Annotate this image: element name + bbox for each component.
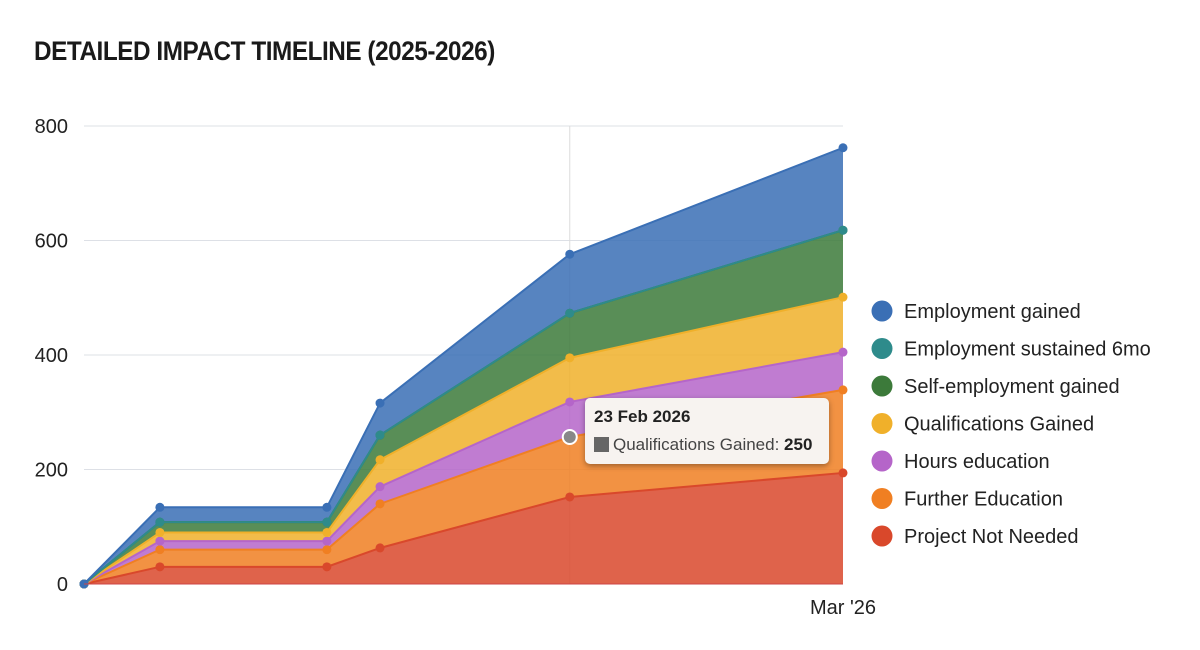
point-hours-education [155, 536, 165, 546]
legend-item: Employment sustained 6mo [871, 338, 1151, 361]
legend-label: Employment sustained 6mo [904, 339, 1151, 361]
line-qualifications-gained [83, 296, 844, 585]
y-tick-label: 800 [35, 116, 68, 138]
point-hours-education [322, 536, 332, 546]
point-qualifications-gained [155, 527, 165, 537]
x-tick-label: Mar '26 [810, 597, 876, 619]
legend-swatch [871, 300, 893, 322]
legend-item: Project Not Needed [871, 525, 1079, 548]
point-employment-sustained-6mo [375, 430, 385, 440]
chart-title: DETAILED IMPACT TIMELINE (2025-2026) [34, 36, 495, 66]
line-hours-education [83, 351, 844, 585]
legend-swatch [871, 450, 893, 472]
point-employment-gained [375, 398, 385, 408]
point-employment-gained [565, 249, 575, 259]
point-employment-gained [838, 143, 848, 153]
legend-item: Self-employment gained [871, 375, 1120, 398]
line-employment-gained [83, 146, 844, 585]
line-employment-sustained-6mo [83, 229, 844, 585]
point-further-education [838, 385, 848, 395]
point-employment-sustained-6mo [322, 517, 332, 527]
point-project-not-needed [375, 543, 385, 553]
point-further-education [322, 545, 332, 555]
area-self-employment-gained [84, 230, 843, 584]
legend-label: Hours education [904, 451, 1050, 473]
legend-swatch [871, 338, 893, 359]
area-employment-gained [84, 147, 843, 584]
line-project-not-needed [83, 471, 844, 585]
point-qualifications-gained [375, 455, 385, 465]
point-employment-sustained-6mo [155, 517, 165, 527]
point-further-education [155, 545, 165, 555]
point-hours-education [838, 347, 848, 357]
legend-label: Self-employment gained [904, 376, 1120, 398]
point-project-not-needed [565, 492, 575, 502]
y-tick-label: 200 [35, 460, 68, 482]
legend-swatch [871, 375, 893, 397]
y-tick-label: 400 [35, 345, 68, 367]
legend-label: Qualifications Gained [904, 414, 1094, 436]
point-employment-gained [322, 502, 332, 512]
tooltip-label: Qualifications Gained: [613, 435, 785, 454]
point-hours-education [565, 397, 575, 407]
point-project-not-needed [155, 562, 165, 572]
legend-item: Employment gained [871, 300, 1081, 323]
point-qualifications-gained [565, 353, 575, 363]
point-employment-sustained-6mo [565, 308, 575, 318]
legend-label: Employment gained [904, 301, 1081, 323]
point-qualifications-gained [838, 292, 848, 302]
tooltip-date: 23 Feb 2026 [594, 407, 691, 426]
tooltip-line: Qualifications Gained: 250 [594, 435, 812, 455]
legend-item: Hours education [871, 450, 1050, 473]
tooltip: 23 Feb 2026 Qualifications Gained: 250 [585, 398, 829, 464]
legend-label: Project Not Needed [904, 526, 1079, 548]
point-further-education [375, 499, 385, 509]
area-qualifications-gained [84, 297, 843, 584]
tooltip-swatch [594, 437, 609, 452]
point-project-not-needed [322, 562, 332, 572]
y-tick-label: 600 [35, 231, 68, 253]
point-employment-sustained-6mo [838, 225, 848, 235]
legend-item: Further Education [871, 488, 1063, 511]
point-qualifications-gained [322, 527, 332, 537]
point-employment-gained [155, 502, 165, 512]
tooltip-value: 250 [784, 435, 813, 454]
legend-swatch [871, 413, 893, 434]
legend-swatch [871, 525, 893, 547]
y-tick-label: 0 [57, 574, 68, 596]
legend-item: Qualifications Gained [871, 413, 1094, 436]
point-project-not-needed [838, 468, 848, 478]
hover-marker [561, 429, 578, 445]
area-project-not-needed [84, 472, 843, 584]
legend-label: Further Education [904, 489, 1063, 511]
legend-swatch [871, 488, 893, 509]
point-hours-education [375, 482, 385, 492]
